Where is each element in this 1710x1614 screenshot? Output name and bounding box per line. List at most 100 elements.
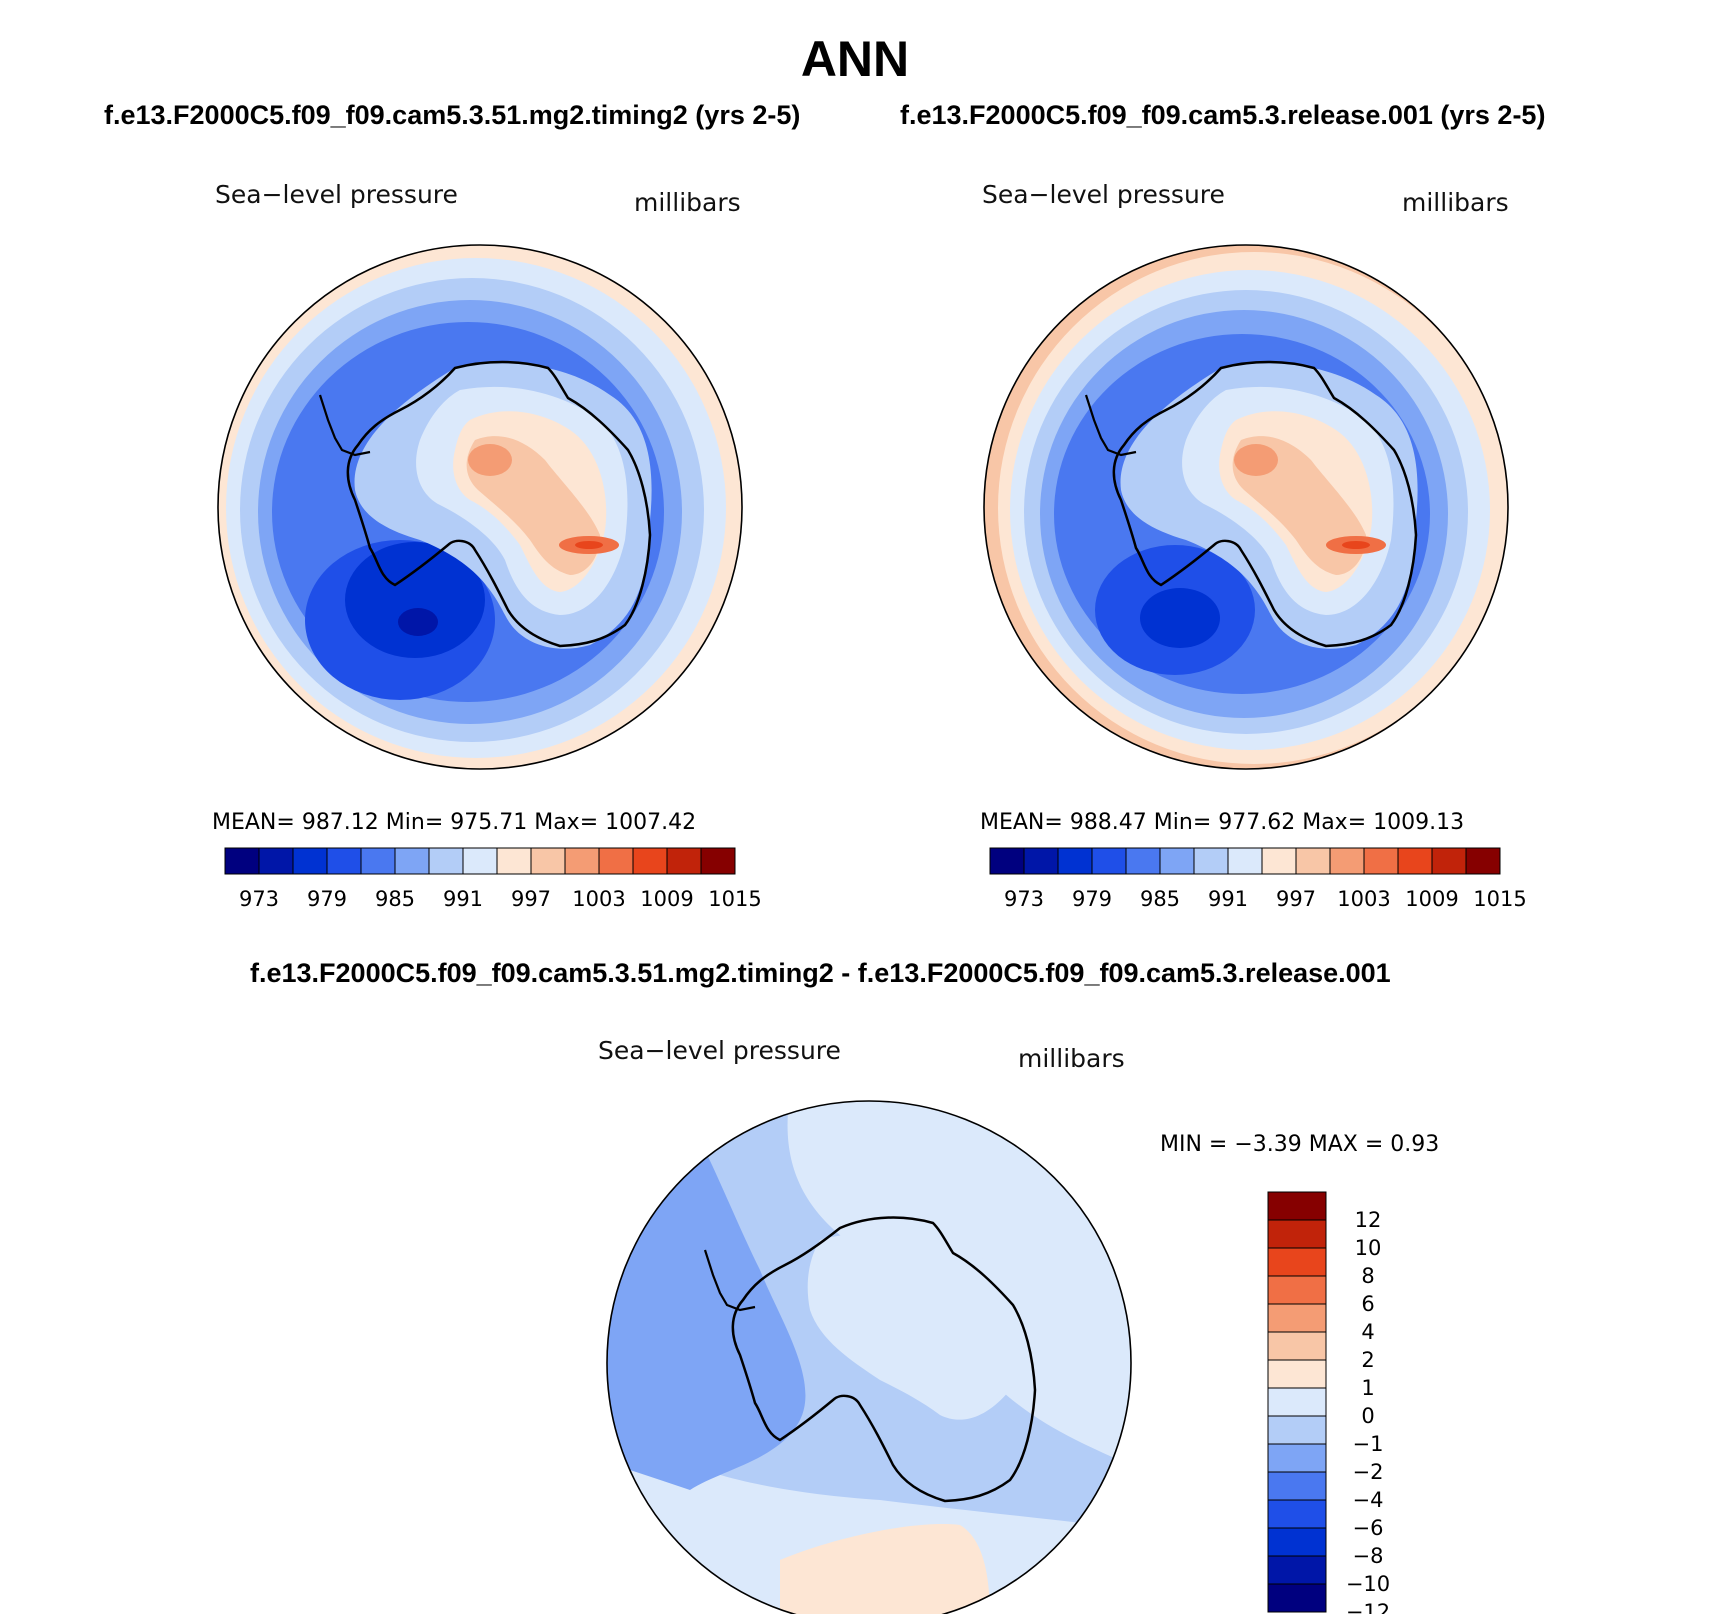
diff-colorbar-tick-label: −1 — [1353, 1432, 1384, 1456]
left-colorbar: 973 979 985 991 997 1003 1009 1015 — [224, 847, 762, 911]
diff-colorbar-tick-label: 8 — [1361, 1264, 1374, 1288]
diff-colorbar-tick-label: 6 — [1361, 1292, 1374, 1316]
diff-colorbar-swatch-5 — [1267, 1331, 1327, 1361]
left-colorbar-swatch-10 — [564, 847, 600, 875]
left-colorbar-swatch-0 — [224, 847, 260, 875]
diff-colorbar-swatch-12 — [1267, 1527, 1327, 1557]
diff-units-label: millibars — [1018, 1044, 1125, 1073]
right-colorbar-swatch-10 — [1329, 847, 1365, 875]
diff-colorbar-swatch-0 — [1267, 1191, 1327, 1221]
left-peninsula — [318, 394, 371, 457]
left-low-973 — [398, 608, 438, 636]
left-map-border — [217, 244, 743, 770]
diff-map-border — [606, 1100, 1132, 1614]
right-colorbar-tick-label: 1003 — [1337, 887, 1390, 911]
diff-colorbar-tick-label: 4 — [1361, 1320, 1374, 1344]
diff-colorbar-swatch-3 — [1267, 1275, 1327, 1305]
right-stats: MEAN= 988.47 Min= 977.62 Max= 1009.13 — [980, 810, 1465, 835]
left-colorbar-swatch-5 — [394, 847, 430, 875]
right-high-a — [1234, 444, 1278, 476]
left-colorbar-swatch-9 — [530, 847, 566, 875]
right-colorbar-swatch-1 — [1023, 847, 1059, 875]
diff-coastline — [731, 1216, 1037, 1503]
diff-colorbar-swatch-1 — [1267, 1219, 1327, 1249]
left-coastline — [346, 360, 652, 648]
left-colorbar-tick-label: 979 — [307, 887, 347, 911]
diff-colorbar-tick-label: −6 — [1353, 1516, 1384, 1540]
right-high-c — [1342, 541, 1370, 549]
left-colorbar-swatch-13 — [666, 847, 702, 875]
right-map — [984, 245, 1508, 769]
diff-colorbar-tick-label: 10 — [1355, 1236, 1382, 1260]
diff-panel-case-title: f.e13.F2000C5.f09_f09.cam5.3.51.mg2.timi… — [250, 958, 1391, 988]
right-panel-case-title: f.e13.F2000C5.f09_f09.cam5.3.release.001… — [900, 100, 1546, 130]
left-colorbar-swatch-2 — [292, 847, 328, 875]
left-colorbar-tick-label: 985 — [375, 887, 415, 911]
left-high-c — [575, 541, 603, 549]
right-colorbar-swatch-9 — [1295, 847, 1331, 875]
left-colorbar-tick-label: 973 — [239, 887, 279, 911]
left-colorbar-swatch-12 — [632, 847, 668, 875]
right-colorbar-tick-label: 985 — [1140, 887, 1180, 911]
left-units-label: millibars — [634, 188, 741, 217]
left-colorbar-swatch-14 — [700, 847, 736, 875]
left-colorbar-swatch-4 — [360, 847, 396, 875]
diff-colorbar-tick-label: 1 — [1361, 1376, 1374, 1400]
right-colorbar-tick-label: 1015 — [1473, 887, 1526, 911]
right-colorbar-tick-label: 979 — [1072, 887, 1112, 911]
figure-title: ANN — [800, 31, 910, 87]
diff-stats: MIN = −3.39 MAX = 0.93 — [1160, 1132, 1440, 1157]
right-colorbar-swatch-6 — [1193, 847, 1229, 875]
diff-colorbar-tick-label: −4 — [1353, 1488, 1384, 1512]
left-high-a — [468, 444, 512, 476]
left-colorbar-swatch-7 — [462, 847, 498, 875]
right-coastline — [1112, 360, 1418, 648]
diff-colorbar-tick-label: 2 — [1361, 1348, 1374, 1372]
diff-peninsula — [703, 1249, 756, 1312]
diff-colorbar-tick-label: 0 — [1361, 1404, 1374, 1428]
left-colorbar-swatch-3 — [326, 847, 362, 875]
right-colorbar-swatch-2 — [1057, 847, 1093, 875]
left-colorbar-tick-label: 1009 — [640, 887, 693, 911]
diff-colorbar-swatch-8 — [1267, 1415, 1327, 1445]
left-stats: MEAN= 987.12 Min= 975.71 Max= 1007.42 — [212, 810, 697, 835]
diff-colorbar-swatch-10 — [1267, 1471, 1327, 1501]
diff-region-p0 — [780, 1524, 990, 1614]
left-colorbar-swatch-6 — [428, 847, 464, 875]
left-colorbar-swatch-8 — [496, 847, 532, 875]
right-colorbar-swatch-7 — [1227, 847, 1263, 875]
diff-variable-label: Sea−level pressure — [598, 1036, 841, 1065]
right-colorbar-swatch-4 — [1125, 847, 1161, 875]
right-colorbar-tick-label: 1009 — [1405, 887, 1458, 911]
left-variable-label: Sea−level pressure — [215, 180, 458, 209]
left-colorbar-tick-label: 1003 — [572, 887, 625, 911]
left-panel-case-title: f.e13.F2000C5.f09_f09.cam5.3.51.mg2.timi… — [104, 100, 801, 130]
diff-colorbar-tick-label: −2 — [1353, 1460, 1384, 1484]
right-colorbar-tick-label: 973 — [1004, 887, 1044, 911]
diff-colorbar-tick-label: −8 — [1353, 1544, 1384, 1568]
right-colorbar-swatch-3 — [1091, 847, 1127, 875]
diff-colorbar-swatch-14 — [1267, 1583, 1327, 1613]
diff-continent-interior — [807, 1232, 1021, 1420]
diff-colorbar-swatch-9 — [1267, 1443, 1327, 1473]
left-colorbar-tick-label: 997 — [511, 887, 551, 911]
right-colorbar-swatch-13 — [1431, 847, 1467, 875]
right-low-976 — [1140, 588, 1220, 648]
right-colorbar-swatch-14 — [1465, 847, 1501, 875]
diff-colorbar-swatch-11 — [1267, 1499, 1327, 1529]
diff-colorbar-tick-label: −10 — [1346, 1572, 1390, 1596]
left-colorbar-swatch-11 — [598, 847, 634, 875]
right-colorbar: 973 979 985 991 997 1003 1009 1015 — [989, 847, 1527, 911]
diff-colorbar-tick-label: −12 — [1346, 1600, 1390, 1614]
left-colorbar-tick-label: 1015 — [708, 887, 761, 911]
right-colorbar-swatch-11 — [1363, 847, 1399, 875]
left-colorbar-swatch-1 — [258, 847, 294, 875]
diff-colorbar-tick-label: 12 — [1355, 1208, 1382, 1232]
diff-colorbar-swatch-2 — [1267, 1247, 1327, 1277]
right-colorbar-swatch-8 — [1261, 847, 1297, 875]
right-colorbar-tick-label: 991 — [1208, 887, 1248, 911]
right-peninsula — [1084, 394, 1137, 457]
left-map — [218, 245, 742, 769]
